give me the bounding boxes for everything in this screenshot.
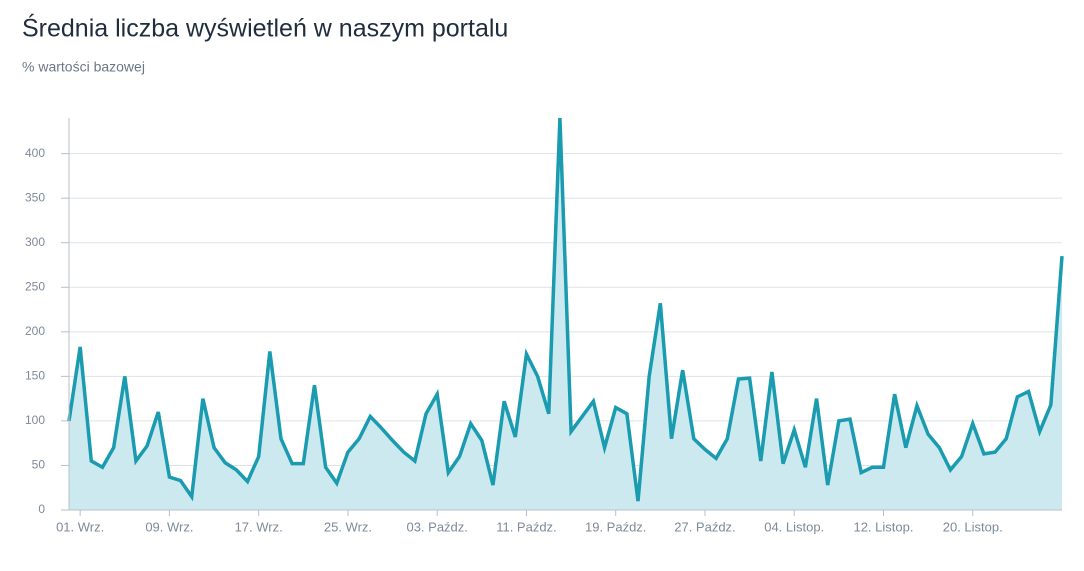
y-tick-label: 250 — [25, 279, 45, 293]
y-tick-label: 300 — [25, 235, 45, 249]
x-tick-label: 01. Wrz. — [56, 519, 104, 534]
x-tick-label: 12. Listop. — [853, 519, 913, 534]
x-tick-label: 03. Paźdz. — [406, 519, 467, 534]
y-tick-label: 200 — [25, 324, 45, 338]
y-tick-label: 50 — [32, 458, 46, 472]
y-tick-label: 0 — [38, 502, 45, 516]
y-tick-label: 400 — [25, 146, 45, 160]
chart-title: Średnia liczba wyświetleń w naszym porta… — [22, 13, 508, 43]
y-tick-label: 150 — [25, 369, 45, 383]
y-tick-label: 350 — [25, 190, 45, 204]
chart-subtitle: % wartości bazowej — [22, 59, 145, 75]
x-tick-label: 09. Wrz. — [145, 519, 193, 534]
x-tick-label: 19. Paźdz. — [585, 519, 646, 534]
y-tick-label: 100 — [25, 413, 45, 427]
x-tick-label: 17. Wrz. — [235, 519, 283, 534]
x-tick-label: 25. Wrz. — [324, 519, 372, 534]
x-tick-label: 04. Listop. — [764, 519, 824, 534]
x-tick-label: 11. Paźdz. — [496, 519, 556, 534]
line — [67, 117, 1064, 502]
x-tick-label: 20. Listop. — [943, 519, 1003, 534]
x-tick-label: 27. Paźdz. — [674, 519, 735, 534]
